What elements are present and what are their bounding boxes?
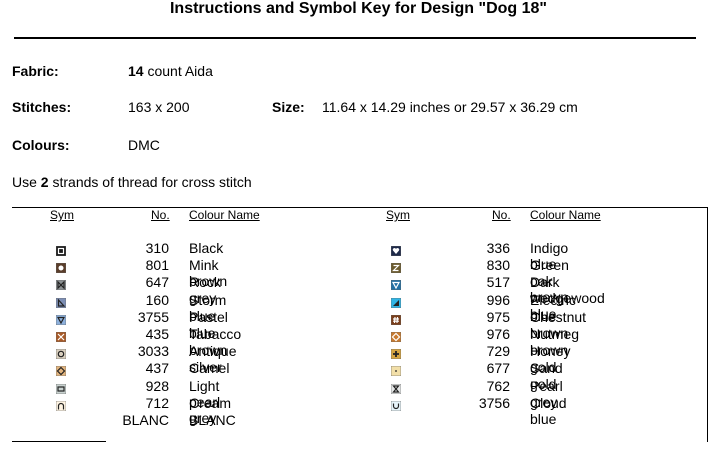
hourglass-icon (390, 381, 402, 394)
dmc-number: 830 (486, 257, 510, 274)
instruction-before: Use (12, 174, 41, 190)
diamond-icon (55, 363, 67, 377)
plus-icon (390, 346, 402, 360)
down-triangle-icon (390, 277, 402, 291)
left-name-header: Colour Name (189, 208, 260, 222)
colour-name: Electric blue (530, 291, 576, 324)
dmc-number: 3755 (137, 308, 169, 325)
heart-icon (390, 243, 402, 257)
colours-value: DMC (128, 137, 160, 153)
colour-name: Indigo blue (530, 240, 569, 272)
strand-count: 2 (40, 174, 49, 190)
dmc-number: 996 (486, 291, 510, 308)
dmc-number: 336 (486, 240, 510, 256)
fabric-type: count Aida (143, 63, 213, 79)
left-sym-header: Sym (50, 208, 74, 222)
colour-name: Honey gold (530, 343, 571, 376)
symbol-key-table (12, 207, 708, 442)
dmc-number: 3756 (478, 394, 510, 411)
fabric-value: 14 count Aida (128, 63, 213, 79)
dmc-number: 762 (486, 377, 510, 394)
colour-name: Green oak brown (530, 257, 569, 306)
dmc-number: 928 (145, 377, 169, 394)
colour-name: Mink brown (189, 257, 228, 290)
dmc-number: 976 (486, 326, 510, 342)
colour-name: Pastel blue (189, 308, 228, 341)
title-divider (14, 37, 696, 39)
circle-outline-icon (55, 346, 67, 360)
colour-name: Pearl grey (530, 377, 563, 410)
right-name-header: Colour Name (530, 208, 601, 222)
colour-name: Storm blue (189, 291, 227, 324)
colour-name: Sand gold (530, 360, 563, 393)
right-triangle-icon (55, 295, 67, 308)
diamond-icon (390, 329, 402, 343)
colour-name: Chestnut brown (530, 308, 587, 341)
bowtie-icon (55, 277, 67, 291)
cup-icon (390, 398, 402, 412)
colour-name: Tabacco brown (189, 326, 242, 358)
dmc-number: 3033 (137, 343, 169, 360)
arch-icon (55, 398, 67, 412)
right-sym-header: Sym (386, 208, 410, 222)
dot-icon (390, 363, 402, 377)
down-triangle-icon (55, 312, 67, 326)
inner-square-icon (55, 381, 67, 394)
fabric-label: Fabric: (12, 63, 59, 79)
stitches-label: Stitches: (12, 99, 72, 115)
colour-name: Cream (189, 394, 232, 411)
page-title: Instructions and Symbol Key for Design "… (169, 0, 547, 17)
dmc-number: 801 (145, 257, 169, 274)
dmc-number: 517 (486, 274, 510, 291)
dmc-number: 677 (486, 360, 510, 377)
corner-triangle-icon (390, 295, 402, 308)
right-no-header: No. (492, 208, 511, 222)
square-outline-icon (55, 243, 67, 257)
colours-label: Colours: (12, 137, 70, 153)
colour-name: Light pearl grey (189, 377, 221, 426)
colour-name: Camel (189, 360, 230, 377)
circle-icon (55, 260, 67, 274)
stitches-value: 163 x 200 (128, 99, 190, 115)
dmc-number: 160 (145, 291, 169, 308)
dmc-number: 975 (486, 308, 510, 325)
colour-name: Antique silver (189, 343, 237, 376)
dmc-number: 712 (145, 394, 169, 411)
size-value: 11.64 x 14.29 inches or 29.57 x 36.29 cm (322, 99, 578, 115)
size-label: Size: (272, 99, 305, 115)
z-letter-icon (390, 260, 402, 274)
colour-name: Black (189, 240, 224, 256)
x-mark-icon (55, 329, 67, 343)
left-no-header: No. (151, 208, 170, 222)
dmc-number: 647 (145, 274, 169, 291)
colour-name: Dark wedgewood blue (530, 274, 605, 323)
dmc-number: 310 (145, 240, 169, 256)
key-bottom-rule (12, 441, 106, 442)
dmc-number: 435 (145, 326, 169, 342)
dmc-number: 729 (486, 343, 510, 360)
colour-name: Cloud blue (530, 394, 567, 427)
colour-name: Nutmeg brown (530, 326, 580, 358)
thread-instruction: Use 2 strands of thread for cross stitch (12, 174, 252, 190)
dmc-number: BLANC (122, 412, 169, 428)
colour-name: Rock grey (189, 274, 221, 307)
colour-name: BLANC (189, 412, 236, 428)
instruction-after: strands of thread for cross stitch (48, 174, 252, 190)
fabric-count: 14 (128, 63, 144, 79)
dmc-number: 437 (145, 360, 169, 377)
hash-icon (390, 312, 402, 326)
